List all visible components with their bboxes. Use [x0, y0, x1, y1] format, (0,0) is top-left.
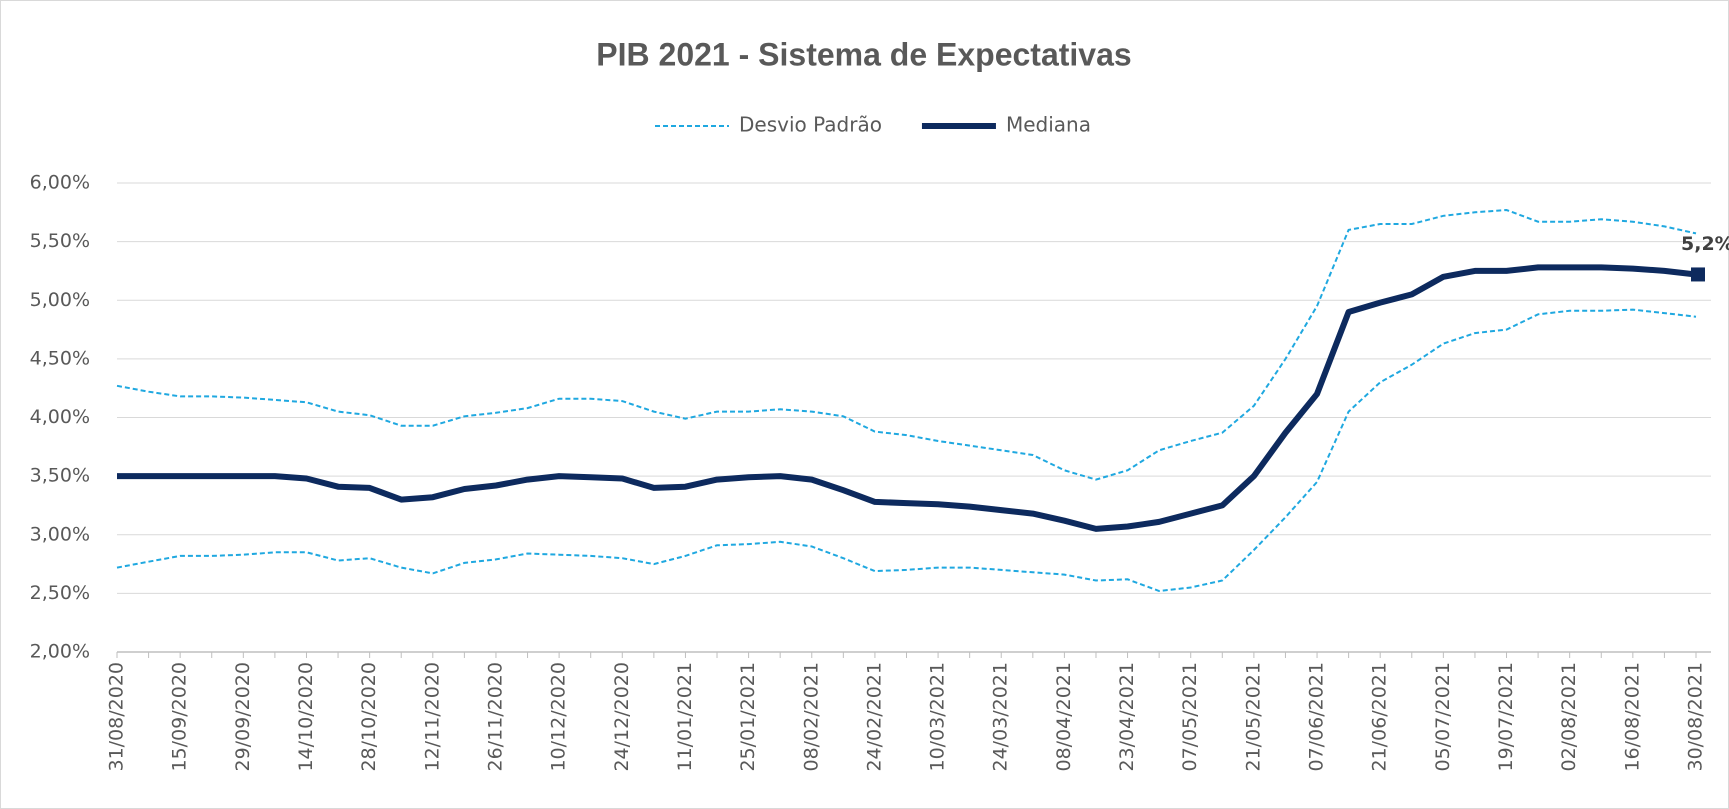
x-tick-label: 12/11/2020: [421, 662, 443, 772]
x-tick-label: 15/09/2020: [169, 662, 191, 772]
x-tick-label: 24/12/2020: [611, 662, 633, 772]
x-tick-label: 10/12/2020: [548, 662, 570, 772]
y-tick-label: 4,00%: [30, 406, 90, 428]
y-tick-label: 3,50%: [30, 465, 90, 487]
x-tick-label: 07/06/2021: [1306, 662, 1328, 772]
chart-title: PIB 2021 - Sistema de Expectativas: [596, 36, 1131, 72]
x-tick-label: 28/10/2020: [358, 662, 380, 772]
x-tick-label: 14/10/2020: [295, 662, 317, 772]
x-tick-label: 16/08/2021: [1621, 662, 1643, 772]
y-tick-label: 5,50%: [30, 230, 90, 252]
data-label: 5,2%: [1681, 233, 1729, 255]
y-tick-label: 2,50%: [30, 582, 90, 604]
x-tick-label: 23/04/2021: [1116, 662, 1138, 772]
x-tick-label: 26/11/2020: [484, 662, 506, 772]
x-tick-label: 24/03/2021: [990, 662, 1012, 772]
x-tick-label: 30/08/2021: [1685, 662, 1707, 772]
y-tick-label: 5,00%: [30, 289, 90, 311]
legend-label: Desvio Padrão: [739, 113, 882, 137]
x-tick-label: 07/05/2021: [1179, 662, 1201, 772]
x-tick-label: 08/04/2021: [1053, 662, 1075, 772]
x-tick-label: 21/05/2021: [1242, 662, 1264, 772]
x-tick-label: 08/02/2021: [800, 662, 822, 772]
x-tick-label: 31/08/2020: [106, 662, 128, 772]
x-tick-label: 02/08/2021: [1558, 662, 1580, 772]
series-line: [116, 208, 1697, 481]
x-tick-label: 29/09/2020: [232, 662, 254, 772]
y-tick-label: 6,00%: [30, 172, 90, 194]
series-line: [117, 264, 1697, 532]
y-tick-label: 4,50%: [30, 347, 90, 369]
x-tick-label: 24/02/2021: [863, 662, 885, 772]
x-tick-label: 11/01/2021: [674, 662, 696, 772]
x-tick-label: 25/01/2021: [737, 662, 759, 772]
x-tick-label: 19/07/2021: [1495, 662, 1517, 772]
y-tick-label: 3,00%: [30, 523, 90, 545]
series-line: [116, 308, 1697, 593]
x-tick-label: 05/07/2021: [1432, 662, 1454, 772]
legend-label: Mediana: [1006, 113, 1091, 137]
point-marker: [1691, 267, 1705, 282]
y-tick-label: 2,00%: [30, 641, 90, 663]
x-tick-label: 10/03/2021: [927, 662, 949, 772]
x-tick-label: 21/06/2021: [1369, 662, 1391, 772]
